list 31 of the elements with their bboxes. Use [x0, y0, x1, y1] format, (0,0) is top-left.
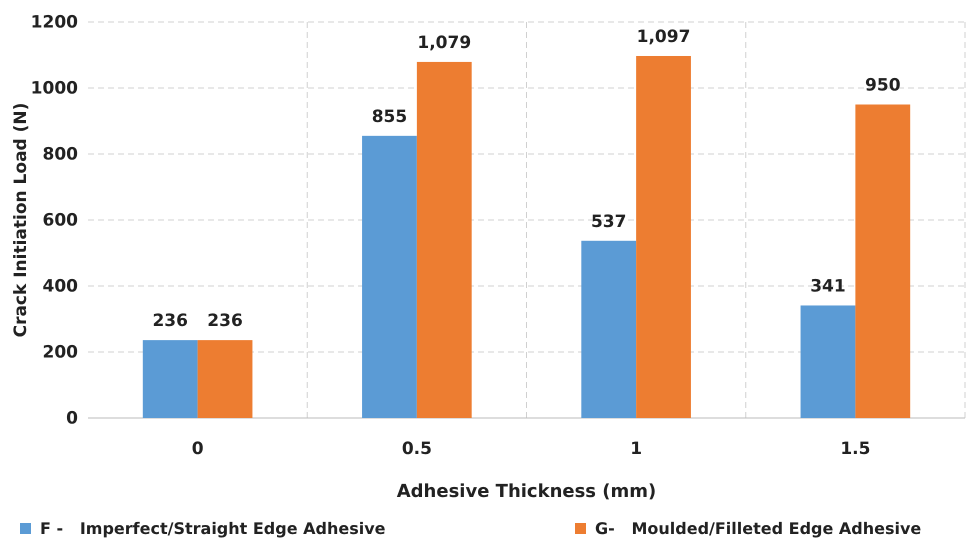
data-label: 1,097: [636, 26, 690, 47]
y-tick-label: 0: [66, 408, 78, 428]
bar: [142, 340, 198, 418]
data-label: 236: [152, 311, 188, 332]
data-label: 1,079: [417, 32, 472, 53]
y-tick-label: 400: [42, 276, 78, 296]
y-tick-label: 200: [42, 342, 78, 362]
x-axis-title: Adhesive Thickness (mm): [396, 481, 656, 502]
bar: [855, 104, 910, 418]
bar: [362, 136, 417, 418]
y-tick-label: 1200: [30, 12, 78, 32]
data-label: 236: [207, 311, 243, 332]
legend-label: F - Imperfect/Straight Edge Adhesive: [40, 519, 386, 538]
x-tick-label: 0.5: [402, 439, 432, 460]
x-tick-label: 1.5: [840, 439, 870, 460]
x-tick-label: 0: [192, 439, 204, 460]
bar: [416, 62, 472, 418]
y-axis-title: Crack Initiation Load (N): [11, 102, 31, 338]
bar: [636, 56, 691, 418]
data-label: 341: [810, 276, 846, 296]
y-tick-label: 600: [42, 210, 78, 230]
bar: [800, 305, 856, 418]
x-tick-label: 1: [630, 439, 642, 460]
bar: [198, 340, 252, 418]
bar: [581, 240, 636, 418]
data-label: 855: [372, 106, 408, 127]
y-tick-label: 800: [42, 144, 78, 164]
y-tick-label: 1000: [30, 78, 78, 98]
data-label: 950: [865, 76, 901, 96]
legend-label: G- Moulded/Filleted Edge Adhesive: [595, 519, 922, 538]
data-label: 537: [590, 212, 626, 232]
